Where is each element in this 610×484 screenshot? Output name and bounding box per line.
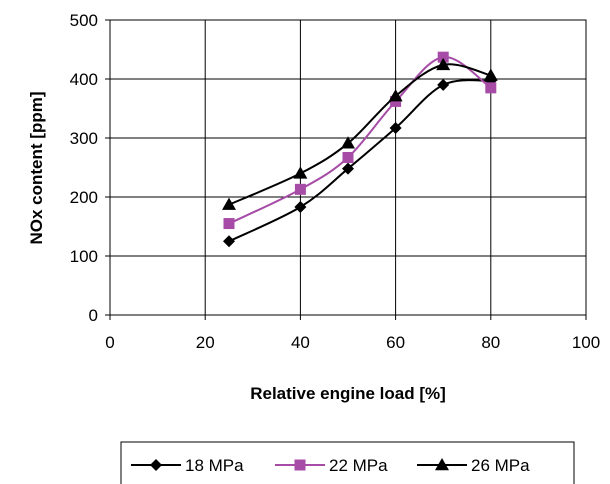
data-point <box>389 121 402 134</box>
data-point <box>390 95 402 107</box>
data-point <box>223 235 235 248</box>
data-point <box>437 78 450 91</box>
x-tick-label: 80 <box>481 333 500 352</box>
data-point <box>483 68 498 81</box>
x-tick-label: 0 <box>105 333 114 352</box>
y-tick-label: 300 <box>70 129 98 148</box>
y-axis-title: NOx content [ppm] <box>27 92 46 245</box>
y-tick-label: 500 <box>70 11 98 30</box>
y-tick-labels: 0 100 200 300 400 500 <box>70 11 98 325</box>
legend-box <box>120 441 575 484</box>
legend-label: 22 MPa <box>329 456 388 475</box>
plot-border <box>109 19 587 316</box>
legend-marker <box>435 458 449 471</box>
data-point <box>388 89 403 102</box>
data-point <box>293 166 308 179</box>
x-tick-label: 40 <box>291 333 310 352</box>
data-point <box>437 51 449 63</box>
data-point <box>223 218 235 230</box>
x-tick-label: 100 <box>572 333 600 352</box>
data-point <box>294 183 306 195</box>
legend-marker <box>294 459 306 471</box>
y-tick-label: 400 <box>70 70 98 89</box>
x-axis-title: Relative engine load [%] <box>250 384 446 403</box>
series-3 <box>222 57 498 210</box>
data-point <box>485 82 497 94</box>
y-tick-label: 200 <box>70 188 98 207</box>
legend-label: 26 MPa <box>471 456 530 475</box>
y-tick-label: 100 <box>70 247 98 266</box>
x-tick-label: 20 <box>196 333 215 352</box>
legend-item: 18 MPa <box>131 456 244 475</box>
legend-marker <box>150 459 162 471</box>
legend-label: 18 MPa <box>185 456 244 475</box>
legend: 18 MPa 22 MPa 26 MPa <box>120 441 575 484</box>
data-point <box>342 151 354 163</box>
y-tick-label: 0 <box>89 306 98 325</box>
series-group <box>222 51 498 248</box>
data-point <box>436 57 451 71</box>
series-2 <box>223 51 497 230</box>
x-tick-labels: 0 20 40 60 80 100 <box>105 333 600 352</box>
data-point <box>342 162 354 175</box>
x-tick-label: 60 <box>386 333 405 352</box>
data-point <box>294 201 307 214</box>
data-point <box>341 136 355 149</box>
data-point <box>222 197 236 210</box>
legend-item: 26 MPa <box>417 456 530 475</box>
legend-items: 18 MPa 22 MPa 26 MPa <box>131 456 530 475</box>
legend-item: 22 MPa <box>275 456 388 475</box>
